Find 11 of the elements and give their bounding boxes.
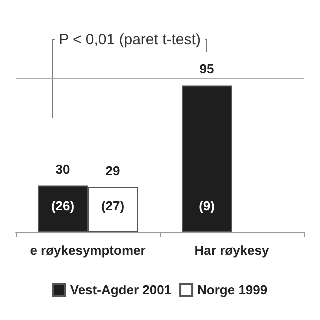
annotation: (27) [101,198,125,214]
data-label: 95 [200,62,214,77]
data-label: 29 [106,163,120,178]
legend-label: Norge 1999 [198,282,268,298]
legend-label: Vest-Agder 2001 [70,282,172,298]
annotation: (26) [51,198,75,214]
x-tick-label: e røykesymptomer [30,243,146,258]
data-label: 30 [56,162,70,177]
annotation: (9) [199,198,215,214]
text: P < 0,01 (paret t-test) [59,32,201,48]
x-tick-label: Har røykesy [194,243,270,258]
